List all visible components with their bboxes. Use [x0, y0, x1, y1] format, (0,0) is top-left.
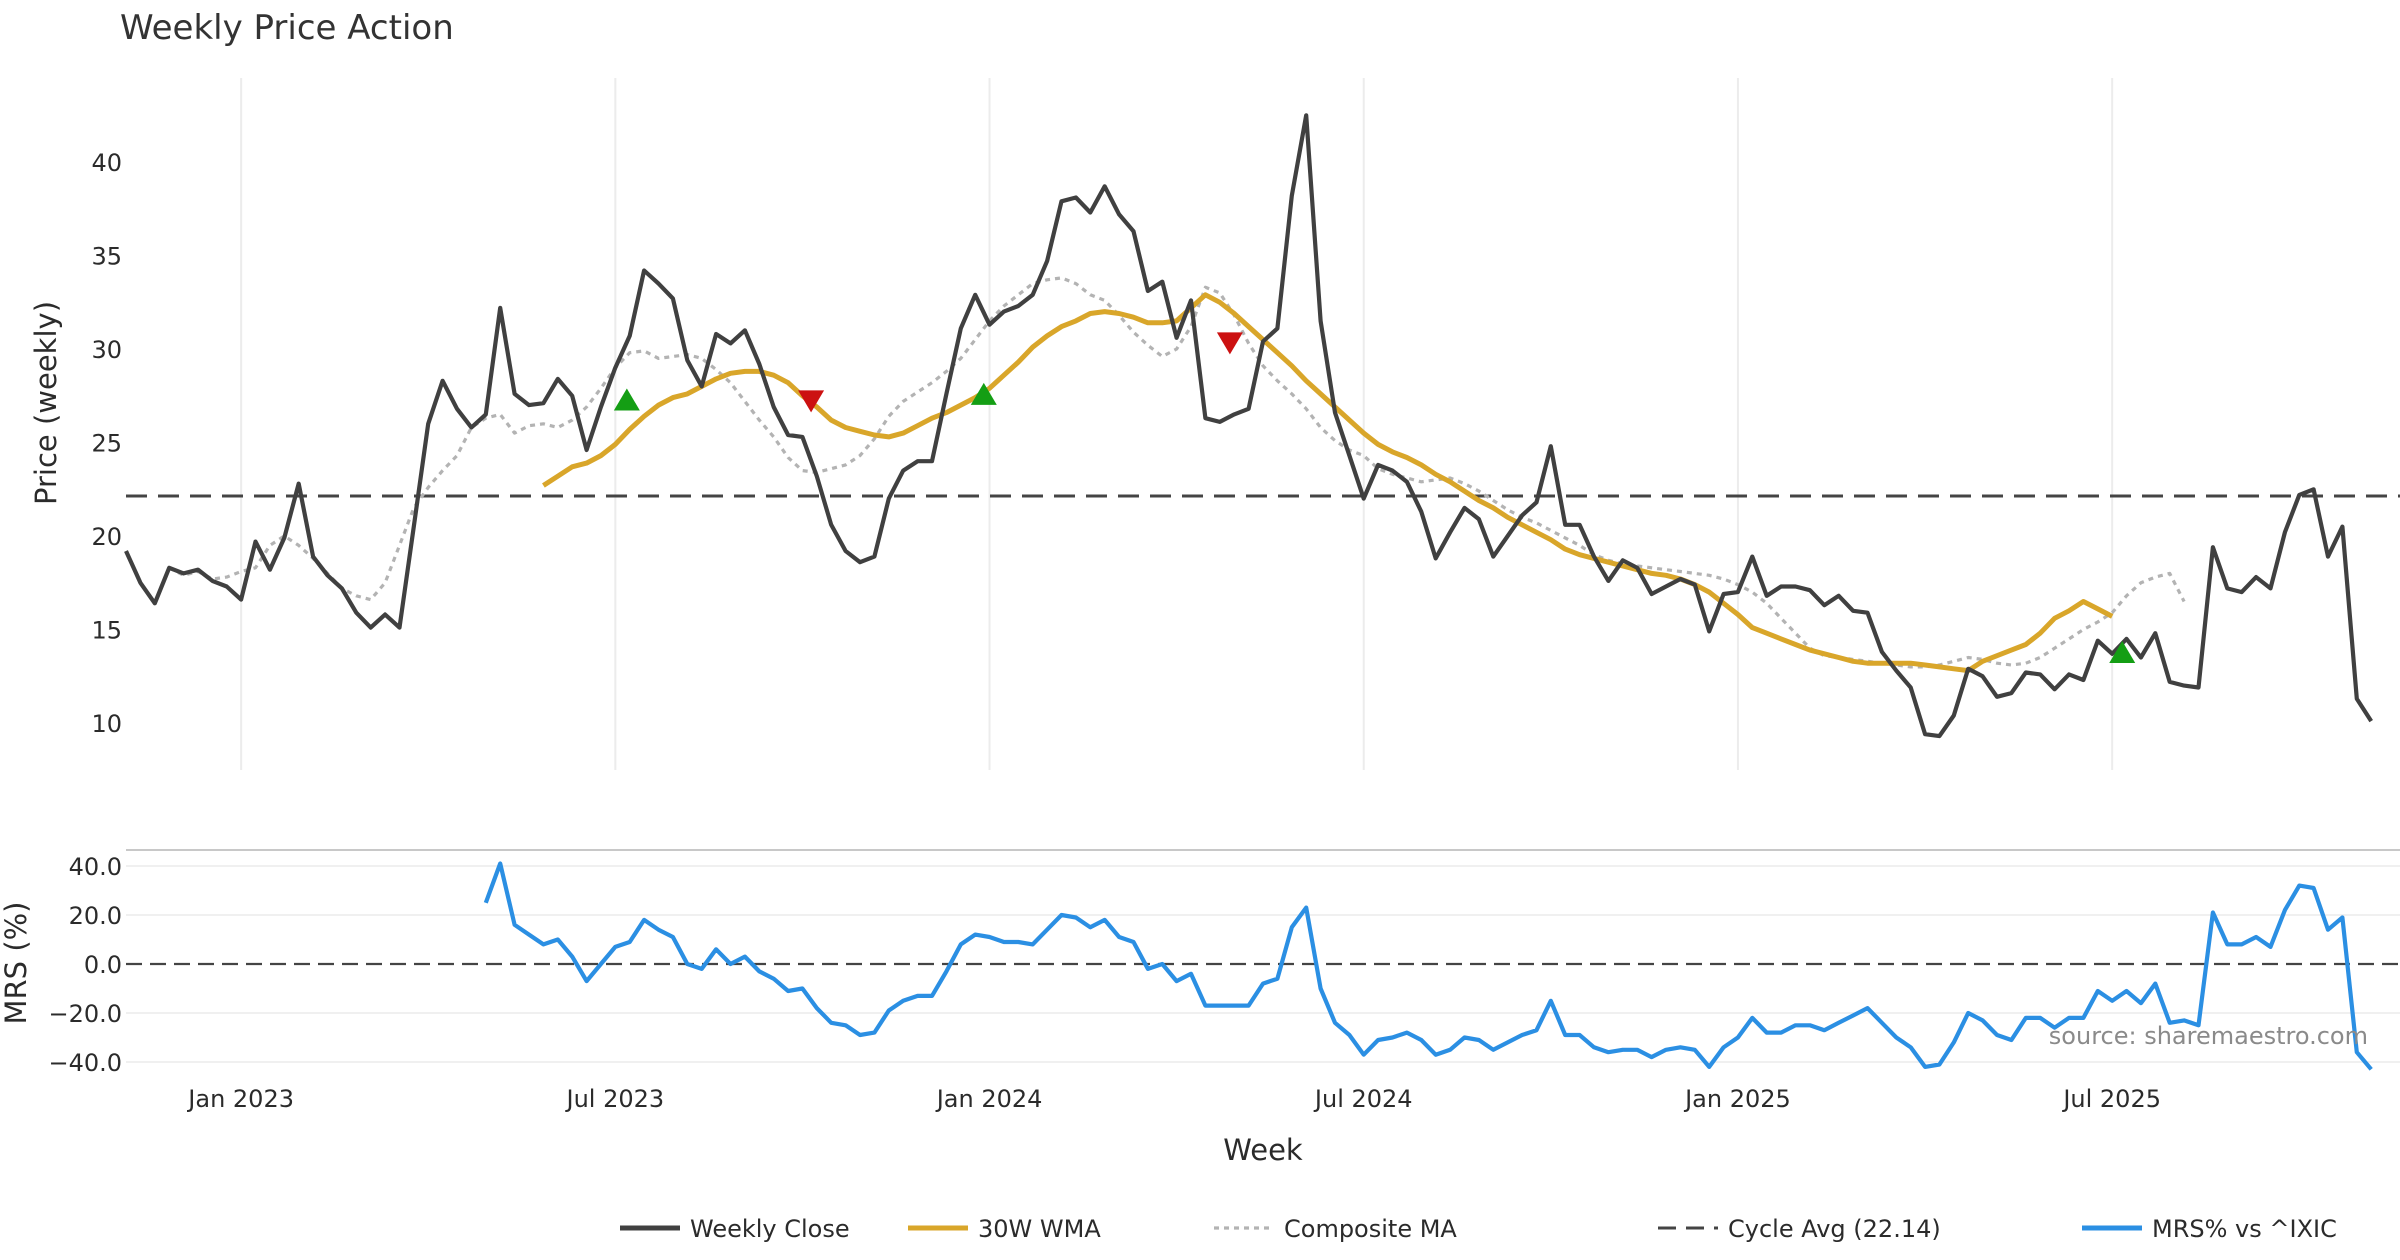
legend-item: 30W WMA	[908, 1215, 1101, 1243]
x-tick-label: Jul 2024	[1313, 1085, 1413, 1113]
mrs-line	[483, 861, 2373, 1071]
legend-item: MRS% vs ^IXIC	[2082, 1215, 2337, 1243]
price-y-tick-label: 10	[91, 710, 122, 738]
weekly-close-line	[124, 113, 2373, 739]
legend-label: Composite MA	[1284, 1215, 1457, 1243]
sell-signal-marker	[798, 390, 825, 413]
signal-markers	[613, 332, 2136, 663]
legend-label: Cycle Avg (22.14)	[1728, 1215, 1941, 1243]
chart-title: Weekly Price Action	[120, 8, 454, 48]
sell-signal-marker	[1216, 332, 1243, 355]
x-tick-label: Jul 2023	[565, 1085, 665, 1113]
price-y-axis-label: Price (weekly)	[29, 301, 63, 505]
mrs-y-ticks: 40.0 20.0 0.0 −20.0 −40.0	[48, 853, 122, 1077]
price-y-tick-label: 20	[91, 523, 122, 551]
legend-label: Weekly Close	[690, 1215, 850, 1243]
source-note: source: sharemaestro.com	[2049, 1022, 2368, 1050]
composite-ma-line	[168, 276, 2186, 669]
buy-signal-marker	[613, 388, 640, 411]
mrs-panel: 40.0 20.0 0.0 −20.0 −40.0 MRS (%) source: sh…	[0, 853, 2400, 1077]
x-tick-label: Jul 2025	[2061, 1085, 2161, 1113]
legend-label: MRS% vs ^IXIC	[2152, 1215, 2337, 1243]
legend-item: Composite MA	[1214, 1215, 1457, 1243]
x-tick-label: Jan 2025	[1683, 1085, 1791, 1113]
price-y-tick-label: 15	[91, 617, 122, 645]
legend-label: 30W WMA	[978, 1215, 1101, 1243]
mrs-y-tick-label: 20.0	[69, 902, 122, 930]
x-axis-ticks: Jan 2023 Jul 2023 Jan 2024 Jul 2024 Jan 2025…	[186, 1085, 2161, 1113]
legend: Weekly Close 30W WMA Composite MA Cycle Avg…	[620, 1215, 2337, 1243]
x-tick-label: Jan 2023	[186, 1085, 294, 1113]
price-panel: 10 15 20 25 30 35 40 Price (weekly)	[29, 78, 2400, 770]
mrs-y-axis-label: MRS (%)	[0, 902, 33, 1025]
mrs-y-tick-label: 40.0	[69, 853, 122, 881]
mrs-y-tick-label: −40.0	[48, 1049, 122, 1077]
mrs-y-tick-label: −20.0	[48, 1000, 122, 1028]
x-tick-label: Jan 2024	[935, 1085, 1043, 1113]
price-y-tick-label: 35	[91, 243, 122, 271]
legend-item: Cycle Avg (22.14)	[1658, 1215, 1941, 1243]
price-y-tick-label: 30	[91, 336, 122, 364]
price-y-ticks: 10 15 20 25 30 35 40	[91, 149, 122, 738]
x-axis-label: Week	[1223, 1133, 1303, 1167]
buy-signal-marker	[2109, 640, 2136, 663]
mrs-grid	[126, 865, 2400, 1063]
price-y-tick-label: 25	[91, 430, 122, 458]
mrs-y-tick-label: 0.0	[84, 951, 122, 979]
buy-signal-marker	[970, 382, 997, 405]
price-y-tick-label: 40	[91, 149, 122, 177]
legend-item: Weekly Close	[620, 1215, 850, 1243]
